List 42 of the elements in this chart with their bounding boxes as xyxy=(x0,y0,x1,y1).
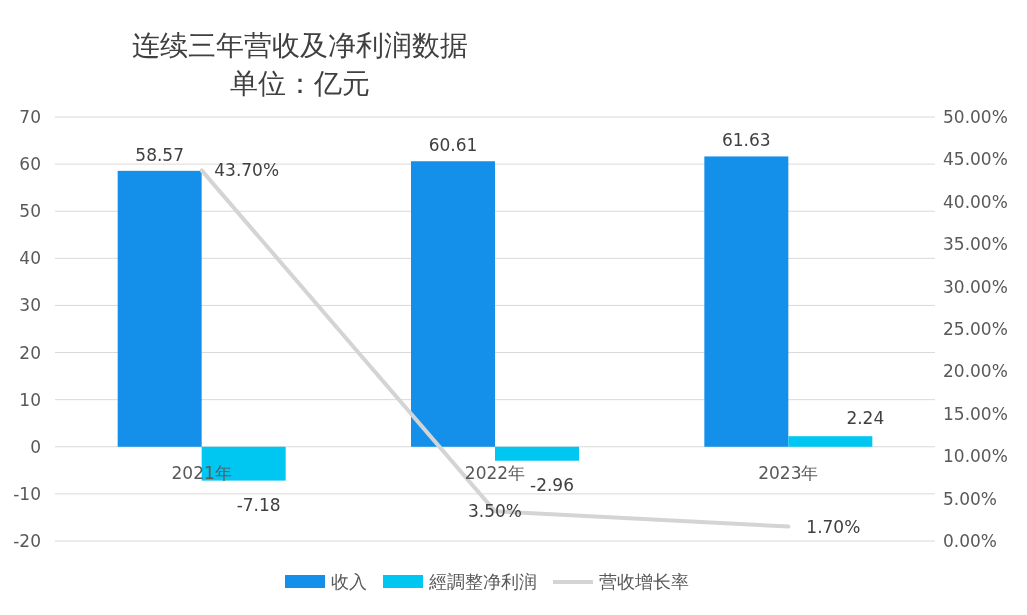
legend-label: 經調整净利润 xyxy=(428,571,537,592)
y2-tick-label: 0.00% xyxy=(943,531,998,551)
y-tick-label: 0 xyxy=(30,436,41,457)
data-label: 2.24 xyxy=(846,408,885,429)
data-label: -2.96 xyxy=(530,474,574,495)
bar xyxy=(117,170,202,447)
data-label: 1.70% xyxy=(806,516,861,537)
y2-tick-label: 15.00% xyxy=(943,403,1008,424)
y-tick-label: 50 xyxy=(19,201,41,222)
chart-title: 连续三年营收及净利润数据 xyxy=(132,29,468,62)
y-tick-label: 60 xyxy=(19,154,41,175)
data-label: 60.61 xyxy=(428,135,478,156)
data-label: 61.63 xyxy=(722,130,771,151)
y2-tick-label: 25.00% xyxy=(943,319,1008,339)
x-tick-label: 2022年 xyxy=(464,462,526,483)
y2-tick-label: 40.00% xyxy=(943,191,1008,212)
y2-tick-label: 30.00% xyxy=(943,276,1008,297)
bar xyxy=(411,161,495,447)
y2-tick-label: 45.00% xyxy=(943,149,1008,170)
chart-subtitle: 单位：亿元 xyxy=(230,67,370,100)
y-tick-label: -20 xyxy=(13,531,41,551)
x-tick-label: 2023年 xyxy=(758,462,819,483)
bar xyxy=(495,446,579,461)
y-tick-label: -10 xyxy=(13,483,41,504)
y-tick-label: 10 xyxy=(19,389,41,410)
y-tick-label: 40 xyxy=(19,248,41,269)
data-label: 3.50% xyxy=(467,501,523,522)
y2-tick-label: 20.00% xyxy=(943,361,1008,382)
y2-tick-label: 10.00% xyxy=(943,446,1008,467)
y-tick-label: 70 xyxy=(19,107,41,127)
data-label: 43.70% xyxy=(214,160,280,181)
y2-tick-label: 50.00% xyxy=(943,107,1008,127)
bar xyxy=(704,156,789,447)
data-label: -7.18 xyxy=(236,494,281,515)
y2-tick-label: 5.00% xyxy=(943,488,998,509)
bar xyxy=(788,436,873,447)
data-label: 58.57 xyxy=(135,144,184,165)
y-tick-label: 20 xyxy=(19,342,41,363)
legend-label: 营收增长率 xyxy=(599,571,689,592)
legend-label: 收入 xyxy=(331,571,367,592)
y-tick-label: 30 xyxy=(19,295,41,316)
y2-tick-label: 35.00% xyxy=(943,234,1008,255)
